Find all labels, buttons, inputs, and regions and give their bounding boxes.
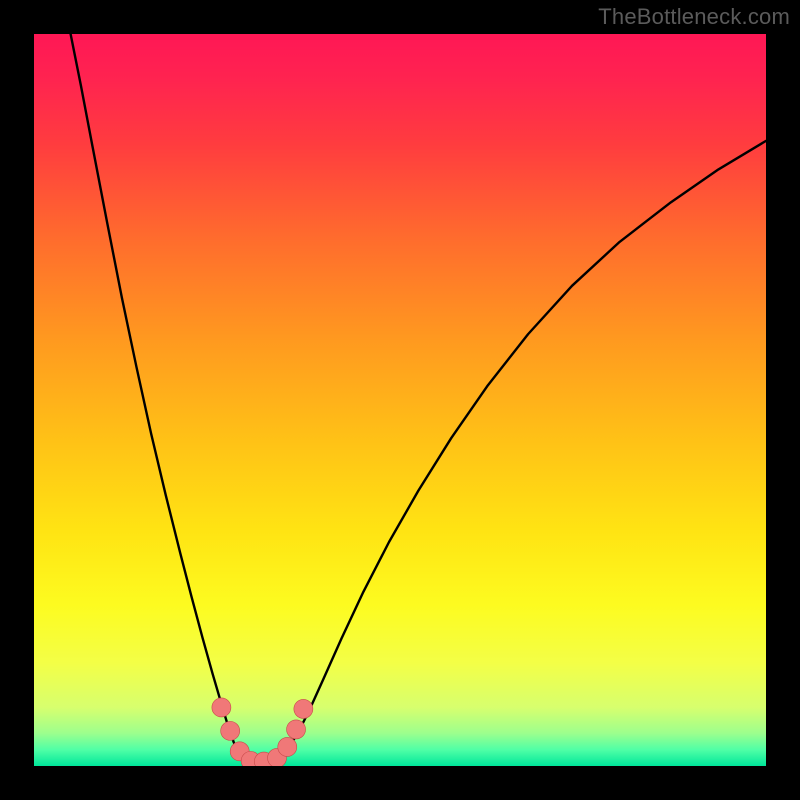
curve-marker <box>287 720 306 739</box>
curve-marker <box>294 699 313 718</box>
curve-marker <box>221 721 240 740</box>
plot-svg <box>34 34 766 766</box>
watermark-text: TheBottleneck.com <box>598 4 790 30</box>
curve-marker <box>212 698 231 717</box>
chart-container: TheBottleneck.com <box>0 0 800 800</box>
plot-area <box>34 34 766 766</box>
curve-marker <box>278 737 297 756</box>
